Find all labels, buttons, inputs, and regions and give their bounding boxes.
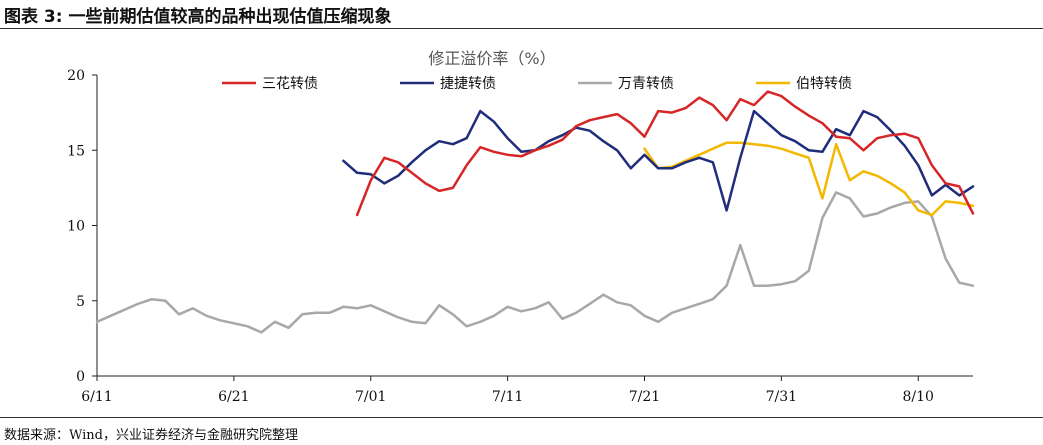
y-tick-label: 15 bbox=[67, 143, 85, 159]
x-tick-label: 7/11 bbox=[492, 389, 523, 405]
series-line bbox=[95, 191, 975, 334]
y-tick-label: 20 bbox=[67, 68, 85, 84]
y-tick-label: 0 bbox=[76, 369, 85, 385]
figure-title: 图表 3: 一些前期估值较高的品种出现估值压缩现象 bbox=[4, 7, 392, 27]
series-line bbox=[342, 109, 975, 212]
x-tick-label: 6/11 bbox=[81, 389, 112, 405]
x-tick-label: 7/21 bbox=[629, 389, 660, 405]
bottom-divider bbox=[0, 417, 1043, 418]
legend-label: 万青转债 bbox=[618, 76, 674, 92]
x-tick-label: 7/01 bbox=[355, 389, 386, 405]
x-tick-label: 7/31 bbox=[766, 389, 797, 405]
chart-title: 修正溢价率（%） bbox=[428, 49, 555, 68]
legend-label: 三花转债 bbox=[262, 76, 318, 92]
top-divider bbox=[0, 28, 1043, 29]
series-line bbox=[643, 141, 975, 217]
x-tick-label: 6/21 bbox=[218, 389, 249, 405]
y-tick-label: 5 bbox=[76, 294, 85, 310]
series-line bbox=[355, 90, 975, 217]
chart-area: 修正溢价率（%） 三花转债 捷捷转债 万青转债 伯特转债 0 5 10 15 20 6/11 6/… bbox=[67, 49, 975, 405]
plot-area: 0 5 10 15 20 6/11 6/21 7/01 7/11 7/21 7/31 8/10 bbox=[67, 68, 975, 405]
legend: 三花转债 捷捷转债 万青转债 伯特转债 bbox=[222, 76, 852, 92]
x-tick-label: 8/10 bbox=[903, 389, 934, 405]
y-tick-label: 10 bbox=[67, 219, 85, 235]
legend-label: 捷捷转债 bbox=[440, 76, 496, 92]
source-note: 数据来源：Wind，兴业证券经济与金融研究院整理 bbox=[4, 428, 298, 443]
legend-label: 伯特转债 bbox=[796, 76, 852, 92]
